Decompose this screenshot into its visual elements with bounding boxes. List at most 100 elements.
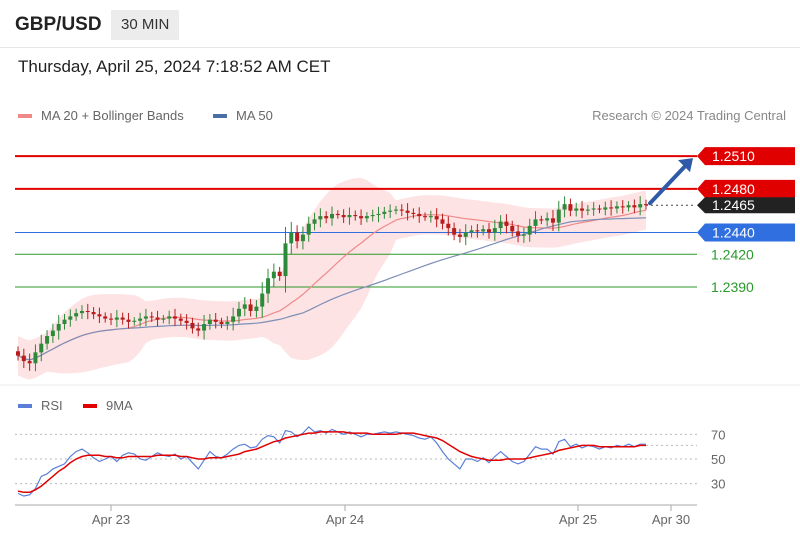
candle-body xyxy=(184,320,189,323)
candle-body xyxy=(236,308,241,317)
candle-body xyxy=(324,216,329,219)
currency-pair: GBP/USD xyxy=(15,14,102,35)
candle-body xyxy=(114,317,119,320)
candle-body xyxy=(138,318,143,321)
timestamp: Thursday, April 25, 2024 7:18:52 AM CET xyxy=(18,57,331,76)
candle-body xyxy=(475,230,480,232)
x-tick-label: Apr 25 xyxy=(559,512,597,527)
candle-body xyxy=(457,234,462,237)
candle-body xyxy=(62,319,67,325)
candle-body xyxy=(225,321,230,325)
candle-body xyxy=(39,343,44,353)
legend-ma50-swatch xyxy=(213,113,227,118)
candle-body xyxy=(277,271,282,277)
rsi-layer: 30 50 70 xyxy=(15,426,725,497)
candle-body xyxy=(591,208,596,210)
candle-body xyxy=(248,304,253,311)
legend-ma20-swatch xyxy=(18,113,32,118)
timeframe-badge[interactable]: 30 MIN xyxy=(111,10,180,40)
candle-body xyxy=(312,219,317,224)
candle-body xyxy=(644,204,648,206)
candle-body xyxy=(492,228,497,233)
candle-body xyxy=(271,271,276,279)
level-label-resistance: 1.2480 xyxy=(712,181,755,197)
candle-body xyxy=(91,312,96,315)
candle-body xyxy=(487,229,491,233)
candle-body xyxy=(434,216,439,220)
candle-body xyxy=(260,293,265,307)
candle-body xyxy=(202,324,207,331)
rsi-ma-line xyxy=(17,431,646,494)
candle-body xyxy=(574,208,579,211)
chart-header: GBP/USD 30 MIN xyxy=(0,0,800,48)
candle-body xyxy=(527,225,532,235)
candle-body xyxy=(103,316,108,319)
ma-layer xyxy=(17,209,647,361)
candle-body xyxy=(609,207,614,209)
level-tag-current xyxy=(697,197,795,214)
candle-body xyxy=(283,243,288,277)
candle-body xyxy=(27,361,32,364)
candle-body xyxy=(21,355,26,362)
candle-body xyxy=(109,318,114,320)
candle-body xyxy=(498,221,503,229)
level-tag-resistance xyxy=(697,147,795,166)
x-axis: Apr 23 Apr 24 Apr 25 Apr 30 xyxy=(15,504,697,527)
candle-body xyxy=(539,219,544,221)
candle-body xyxy=(97,314,102,317)
candle-body xyxy=(382,211,387,214)
candle-body xyxy=(388,210,393,212)
candle-body xyxy=(173,316,177,319)
candle-body xyxy=(638,204,643,208)
x-tick-label: Apr 30 xyxy=(652,512,690,527)
candles-layer xyxy=(16,196,648,372)
candle-body xyxy=(33,352,38,364)
level-tag-resistance xyxy=(697,179,795,198)
legend-ma20: MA 20 + Bollinger Bands xyxy=(18,108,184,123)
candle-body xyxy=(196,328,201,331)
rsi-tick-label: 70 xyxy=(711,427,725,442)
candle-body xyxy=(469,230,474,233)
candle-body xyxy=(504,221,509,226)
candle-body xyxy=(393,209,398,211)
candle-body xyxy=(289,232,294,244)
candle-body xyxy=(446,223,451,229)
candle-body xyxy=(295,232,300,242)
candle-body xyxy=(45,336,50,344)
candle-body xyxy=(626,205,631,208)
candle-body xyxy=(74,313,79,317)
candle-body xyxy=(85,310,90,313)
candle-body xyxy=(376,213,381,216)
legend-rsi: RSI xyxy=(18,398,63,413)
candle-body xyxy=(56,324,61,331)
level-label-current: 1.2465 xyxy=(712,197,755,213)
candle-body xyxy=(568,204,573,211)
legend-9ma-swatch xyxy=(83,403,97,408)
candle-body xyxy=(614,206,619,209)
candle-body xyxy=(318,216,323,220)
candle-body xyxy=(417,213,422,217)
level-tag-pivot xyxy=(697,223,795,242)
candle-body xyxy=(580,208,585,211)
forecast-arrow-head xyxy=(678,158,693,173)
candle-body xyxy=(562,204,567,210)
candle-body xyxy=(521,234,526,236)
candle-body xyxy=(364,216,369,219)
candle-body xyxy=(254,306,259,311)
candle-body xyxy=(178,318,183,321)
level-label-resistance: 1.2510 xyxy=(712,148,755,164)
candle-body xyxy=(347,215,352,218)
legend-9ma-label: 9MA xyxy=(106,398,133,413)
legend-rsi-swatch xyxy=(18,403,32,408)
copyright-text: Research © 2024 Trading Central xyxy=(592,108,786,123)
candle-body xyxy=(143,316,148,319)
candle-body xyxy=(167,316,172,319)
candle-body xyxy=(620,206,625,208)
candle-body xyxy=(481,229,486,232)
candle-body xyxy=(219,321,224,325)
candle-body xyxy=(533,219,538,226)
candle-body xyxy=(510,225,515,232)
level-label-support: 1.2390 xyxy=(711,279,754,295)
ma50-line xyxy=(17,217,647,361)
